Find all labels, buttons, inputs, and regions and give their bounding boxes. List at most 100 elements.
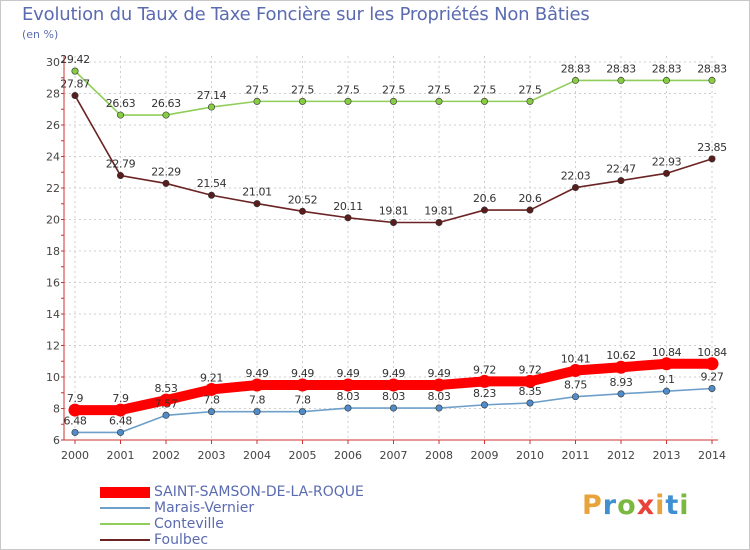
x-tick-label: 2000 <box>61 449 89 462</box>
point-conteville <box>117 111 125 119</box>
x-tick-label: 2012 <box>607 449 635 462</box>
point-conteville <box>526 97 534 105</box>
data-label-marais-vernier: 8.35 <box>519 385 542 398</box>
point-conteville <box>344 97 352 105</box>
legend-label: Conteville <box>154 516 224 532</box>
point-marais-vernier <box>208 408 216 416</box>
data-labels: 29.42 26.63 26.63 27.14 27.5 27.5 27.5 27.5 27.5… <box>60 53 727 427</box>
y-tick-label: 8 <box>53 403 60 416</box>
data-label-marais-vernier: 7.8 <box>249 394 266 407</box>
data-label-saint-samson-de-la-roque: 10.84 <box>697 346 727 359</box>
y-tick-label: 18 <box>46 245 60 258</box>
data-label-conteville: 28.83 <box>697 62 727 75</box>
legend-swatch <box>100 539 150 541</box>
data-label-marais-vernier: 6.48 <box>109 414 132 427</box>
line-chart: 6 8 10 12 14 16 18 20 22 24 26 28 30 2000 2001 2002 2003… <box>46 53 728 462</box>
data-label-saint-samson-de-la-roque: 9.49 <box>337 367 360 380</box>
data-label-marais-vernier: 8.93 <box>610 376 633 389</box>
data-label-saint-samson-de-la-roque: 10.84 <box>652 346 682 359</box>
data-label-foulbec: 20.11 <box>333 200 363 213</box>
data-label-saint-samson-de-la-roque: 9.49 <box>291 367 314 380</box>
data-label-marais-vernier: 7.8 <box>203 394 220 407</box>
point-saint-samson-de-la-roque <box>478 374 491 388</box>
point-conteville <box>389 97 397 105</box>
legend-item-conteville: Conteville <box>100 516 364 532</box>
data-label-foulbec: 27.87 <box>60 78 90 91</box>
data-label-saint-samson-de-la-roque: 10.41 <box>561 353 591 366</box>
point-saint-samson-de-la-roque <box>614 360 628 374</box>
point-marais-vernier <box>389 404 397 412</box>
data-label-saint-samson-de-la-roque: 9.72 <box>519 363 542 376</box>
y-axis-unit: (en %) <box>22 28 59 41</box>
data-label-marais-vernier: 9.27 <box>701 370 724 383</box>
point-conteville <box>162 111 170 119</box>
point-foulbec <box>435 218 443 226</box>
data-label-foulbec: 21.01 <box>242 186 272 199</box>
point-conteville <box>662 76 670 84</box>
point-saint-samson-de-la-roque <box>114 403 127 417</box>
data-label-marais-vernier: 6.48 <box>64 414 87 427</box>
data-label-saint-samson-de-la-roque: 9.49 <box>246 367 269 380</box>
data-label-conteville: 26.63 <box>151 97 181 110</box>
x-tick-label: 2009 <box>471 449 499 462</box>
point-saint-samson-de-la-roque <box>296 378 309 392</box>
point-foulbec <box>298 207 306 215</box>
point-saint-samson-de-la-roque <box>569 364 582 378</box>
point-saint-samson-de-la-roque <box>159 393 173 407</box>
point-foulbec <box>708 155 716 163</box>
data-label-marais-vernier: 8.03 <box>337 390 360 403</box>
x-tick-label: 2011 <box>562 449 590 462</box>
point-marais-vernier <box>662 387 670 395</box>
proxiti-logo: Proxiti <box>582 490 690 521</box>
x-tick-label: 2002 <box>152 449 180 462</box>
point-saint-samson-de-la-roque <box>205 382 218 396</box>
data-label-marais-vernier: 9.1 <box>658 373 674 386</box>
y-tick-label: 26 <box>46 119 60 132</box>
data-label-foulbec: 19.81 <box>379 204 409 217</box>
point-marais-vernier <box>344 404 352 412</box>
point-conteville <box>253 97 261 105</box>
y-tick-label: 30 <box>46 56 60 69</box>
data-label-marais-vernier: 8.75 <box>564 379 587 392</box>
data-label-saint-samson-de-la-roque: 9.49 <box>428 367 451 380</box>
point-marais-vernier <box>71 428 79 436</box>
x-tick-label: 2001 <box>107 449 135 462</box>
point-foulbec <box>662 169 670 177</box>
point-saint-samson-de-la-roque <box>387 378 400 392</box>
point-foulbec <box>480 206 488 214</box>
data-label-conteville: 27.5 <box>428 83 451 96</box>
legend-item-marais-vernier: Marais-Vernier <box>100 500 364 516</box>
data-label-foulbec: 20.6 <box>473 192 496 205</box>
data-label-foulbec: 21.54 <box>197 177 227 190</box>
y-tick-label: 20 <box>46 214 60 227</box>
data-label-conteville: 26.63 <box>106 97 136 110</box>
legend-item-foulbec: Foulbec <box>100 532 364 548</box>
data-label-foulbec: 22.47 <box>606 163 636 176</box>
data-label-conteville: 27.5 <box>519 83 542 96</box>
data-label-marais-vernier: 7.57 <box>155 397 178 410</box>
point-conteville <box>480 97 488 105</box>
y-tick-label: 14 <box>46 308 60 321</box>
y-tick-label: 28 <box>46 88 60 101</box>
point-conteville <box>617 76 625 84</box>
data-label-conteville: 27.5 <box>382 83 405 96</box>
point-conteville <box>298 97 306 105</box>
point-marais-vernier <box>526 399 534 407</box>
x-tick-label: 2004 <box>243 449 271 462</box>
x-tick-label: 2003 <box>198 449 226 462</box>
point-conteville <box>571 76 579 84</box>
x-tick-label: 2010 <box>516 449 544 462</box>
data-label-marais-vernier: 7.8 <box>294 394 311 407</box>
data-label-foulbec: 22.29 <box>151 165 181 178</box>
data-label-conteville: 27.14 <box>197 89 227 102</box>
point-saint-samson-de-la-roque <box>705 357 719 371</box>
point-marais-vernier <box>617 390 625 398</box>
x-tick-label: 2013 <box>653 449 681 462</box>
point-foulbec <box>571 184 579 192</box>
data-label-marais-vernier: 8.03 <box>382 390 405 403</box>
data-label-saint-samson-de-la-roque: 9.49 <box>382 367 405 380</box>
point-foulbec <box>344 214 352 222</box>
data-label-conteville: 27.5 <box>337 83 360 96</box>
point-marais-vernier <box>435 404 443 412</box>
y-tick-label: 24 <box>46 151 60 164</box>
